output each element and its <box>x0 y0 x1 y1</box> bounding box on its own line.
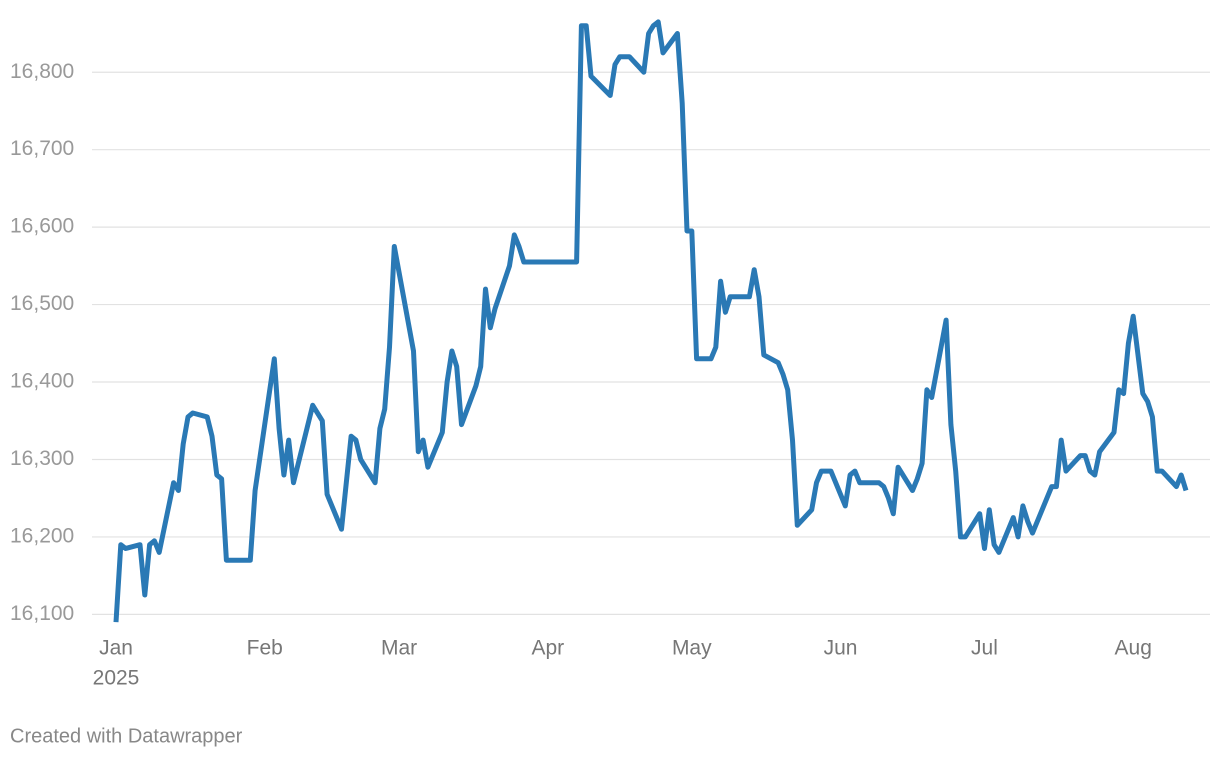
y-tick-label: 16,800 <box>10 60 74 83</box>
y-tick-label: 16,300 <box>10 447 74 470</box>
y-tick-label: 16,600 <box>10 215 74 238</box>
x-tick-sublabel: 2025 <box>93 667 140 690</box>
x-tick-label: Jul <box>971 637 998 660</box>
x-tick-label: Jun <box>824 637 858 660</box>
x-tick-label: Aug <box>1115 637 1152 660</box>
x-tick-label: Feb <box>247 637 283 660</box>
credit: Created with Datawrapper <box>10 725 243 747</box>
x-tick-label: May <box>672 637 712 660</box>
y-tick-label: 16,100 <box>10 602 74 625</box>
y-tick-label: 16,400 <box>10 370 74 393</box>
y-tick-label: 16,700 <box>10 137 74 160</box>
x-tick-label: Apr <box>531 637 564 660</box>
y-tick-label: 16,200 <box>10 524 74 547</box>
x-tick-label: Mar <box>381 637 417 660</box>
x-tick-label: Jan <box>99 637 133 660</box>
y-tick-label: 16,500 <box>10 292 74 315</box>
line <box>113 19 1189 623</box>
